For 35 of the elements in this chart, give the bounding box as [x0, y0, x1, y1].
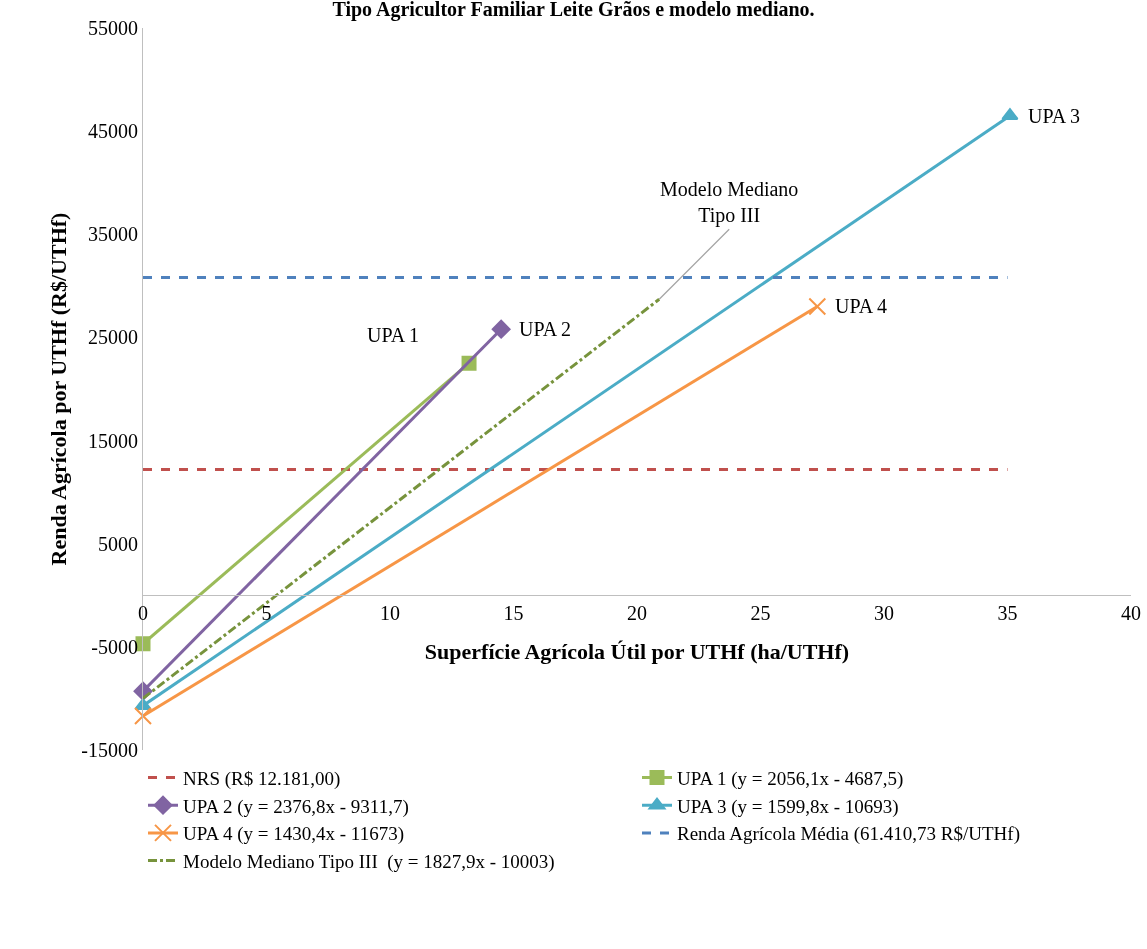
y-tick-label: -15000 — [81, 739, 138, 761]
legend-label: NRS (R$ 12.181,00) — [183, 767, 341, 790]
y-tick-label: 25000 — [88, 326, 138, 349]
legend-label: UPA 4 (y = 1430,4x - 11673) — [183, 823, 404, 846]
annotation: UPA 3 — [1028, 105, 1081, 127]
x-tick-label: 15 — [503, 602, 524, 625]
x-tick-label: 40 — [1121, 602, 1141, 625]
legend-label: UPA 3 (y = 1599,8x - 10693) — [677, 795, 899, 818]
point — [808, 297, 827, 316]
x-tick-label: 30 — [874, 602, 894, 625]
legend-label: Modelo Mediano Tipo III (y = 1827,9x - 10003) — [183, 851, 555, 874]
x-tick-label: 25 — [750, 602, 771, 625]
point — [491, 319, 511, 339]
annotation: UPA 2 — [519, 318, 572, 340]
chart-title: Tipo Agricultor Familiar Leite Grãos e modelo mediano. — [332, 0, 815, 21]
y-tick-label: -5000 — [91, 635, 138, 658]
legend-label: UPA 1 (y = 2056,1x - 4687,5) — [677, 767, 904, 790]
x-tick-label: 35 — [997, 602, 1018, 625]
y-tick-label: 55000 — [88, 17, 138, 39]
x-tick-label: 20 — [627, 602, 647, 625]
x-axis-title: Superfície Agrícola Útil por UTHf (ha/UTHf) — [424, 639, 850, 665]
y-tick-label: 35000 — [88, 223, 138, 246]
x-tick-label: 5 — [261, 602, 272, 625]
annotation: Modelo Mediano Tipo III — [660, 178, 799, 227]
y-tick-label: 15000 — [88, 429, 138, 452]
y-tick-label: 5000 — [98, 532, 138, 555]
annotation: UPA 1 — [367, 324, 420, 346]
x-tick-label: 10 — [380, 602, 400, 625]
point — [134, 706, 152, 725]
legend-label: UPA 2 (y = 2376,8x - 9311,7) — [183, 795, 409, 818]
y-tick-label: 45000 — [88, 120, 138, 143]
y-axis-title: Renda Agrícola por UTHf (R$/UTHf) — [46, 212, 72, 566]
legend-label: Renda Agrícola Média (61.410,73 R$/UTHf) — [677, 823, 1020, 846]
annotation: UPA 4 — [835, 295, 888, 317]
x-tick-label: 0 — [138, 602, 148, 625]
